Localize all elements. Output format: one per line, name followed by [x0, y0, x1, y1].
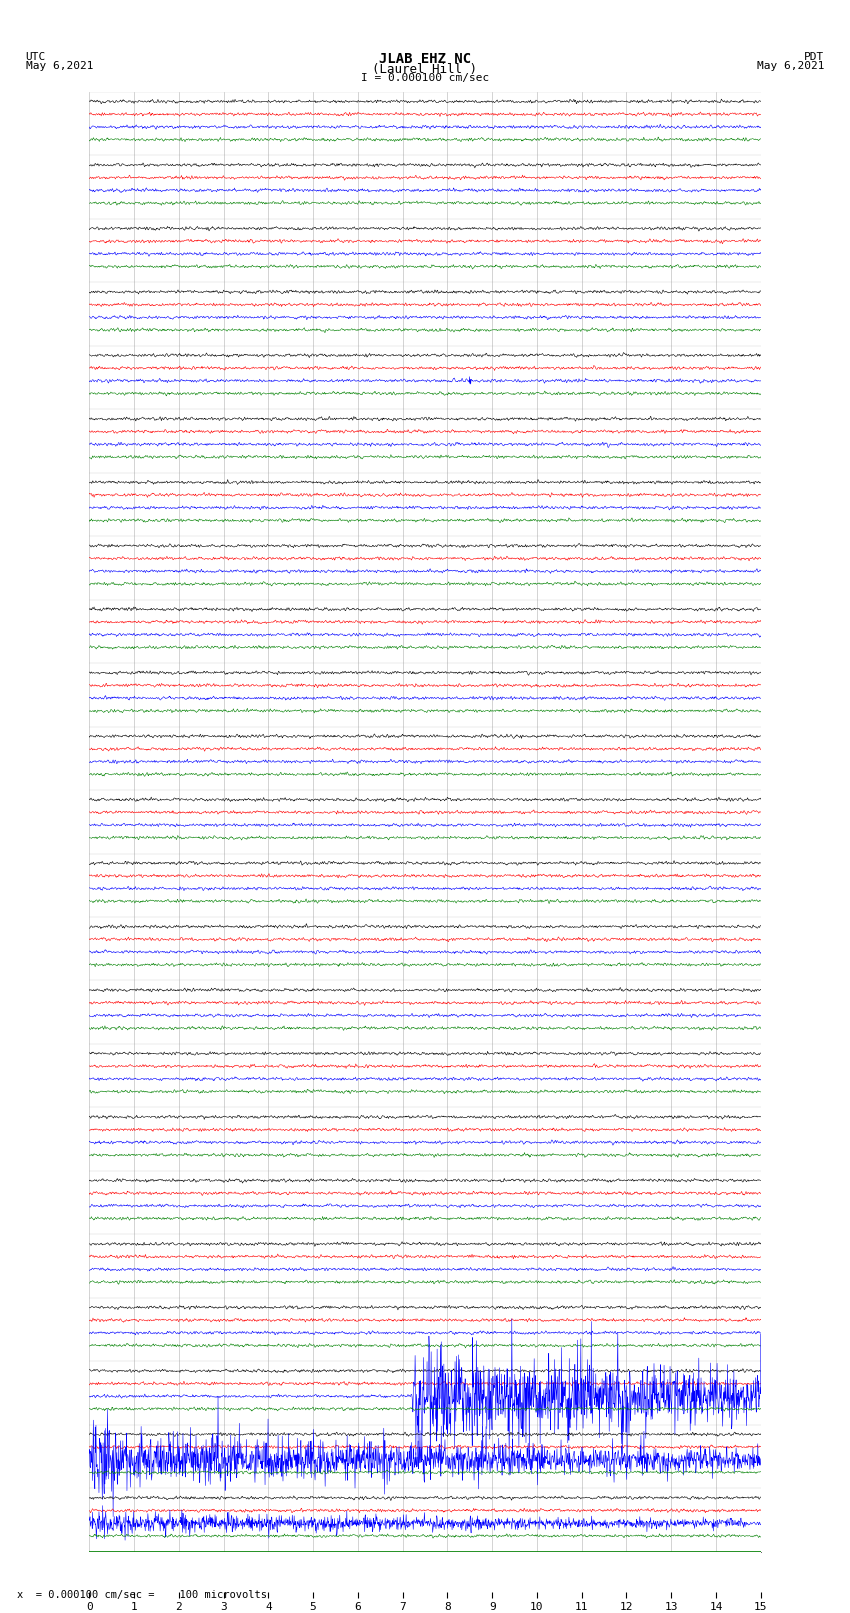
Text: May 6,2021: May 6,2021 [26, 61, 93, 71]
Text: May 6,2021: May 6,2021 [757, 61, 824, 71]
Text: JLAB EHZ NC: JLAB EHZ NC [379, 52, 471, 66]
Text: I = 0.000100 cm/sec: I = 0.000100 cm/sec [361, 73, 489, 82]
Text: x  = 0.000100 cm/sec =    100 microvolts: x = 0.000100 cm/sec = 100 microvolts [17, 1590, 267, 1600]
Text: UTC: UTC [26, 52, 46, 61]
Text: (Laurel Hill ): (Laurel Hill ) [372, 63, 478, 76]
Text: PDT: PDT [804, 52, 824, 61]
